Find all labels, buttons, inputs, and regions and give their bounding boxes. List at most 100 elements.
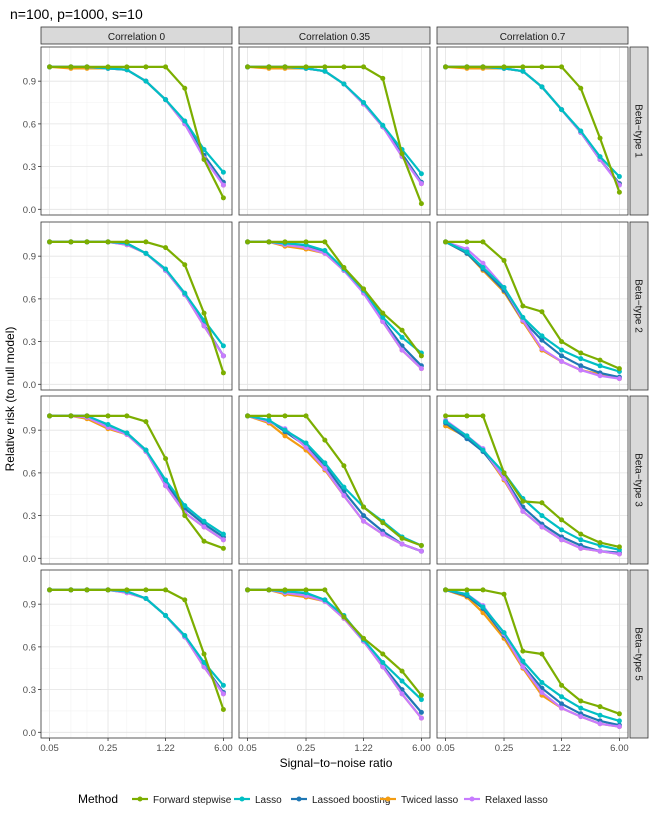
panel-background	[437, 396, 628, 564]
data-point	[201, 660, 207, 666]
data-point	[220, 707, 226, 713]
series-line	[49, 414, 224, 550]
data-point	[361, 286, 367, 292]
data-point	[578, 367, 584, 373]
row-strip-label: Beta−type 3	[633, 453, 644, 507]
legend-key-point	[385, 796, 391, 802]
panel-border	[436, 395, 629, 565]
data-point	[616, 551, 622, 557]
data-point	[303, 587, 309, 593]
data-point	[480, 260, 486, 266]
data-point	[597, 721, 603, 727]
data-point	[399, 347, 405, 353]
row-strip	[629, 221, 649, 391]
data-point	[341, 463, 347, 469]
y-tick-label: 0.6	[23, 119, 36, 130]
data-point	[399, 678, 405, 684]
data-point	[501, 476, 507, 482]
data-point	[163, 483, 169, 489]
data-point	[361, 518, 367, 524]
data-point	[480, 64, 486, 70]
data-point	[322, 239, 328, 245]
data-point	[501, 591, 507, 597]
data-point	[480, 239, 486, 245]
y-tick-label: 0.6	[23, 468, 36, 479]
data-point	[220, 531, 226, 537]
data-point	[84, 239, 90, 245]
series-line	[445, 588, 620, 715]
x-tick-label: 0.05	[436, 743, 455, 754]
y-tick-label: 0.9	[23, 77, 36, 88]
data-point	[443, 587, 449, 593]
row-strip-label: Beta−type 1	[633, 104, 644, 158]
series-line	[247, 240, 423, 357]
data-point	[399, 668, 405, 674]
data-point	[464, 433, 470, 439]
data-point	[143, 587, 149, 593]
data-point	[220, 682, 226, 688]
data-point	[597, 135, 603, 141]
x-tick-label: 6.00	[214, 743, 233, 754]
legend-key-point	[239, 796, 245, 802]
data-point	[361, 513, 367, 519]
data-point	[124, 64, 130, 70]
data-point	[124, 430, 130, 436]
data-point	[380, 122, 386, 128]
panel-background	[239, 222, 430, 390]
data-point	[559, 353, 565, 359]
data-point	[539, 333, 545, 339]
panel-background	[239, 570, 430, 738]
data-point	[539, 689, 545, 695]
column-strip	[40, 26, 233, 45]
legend-label: Lasso	[255, 795, 282, 806]
series-line	[444, 422, 620, 554]
data-point	[578, 363, 584, 369]
data-point	[616, 544, 622, 550]
data-point	[68, 587, 74, 593]
panel	[40, 46, 233, 216]
data-point	[182, 290, 188, 296]
row-strip-label: Beta−type 2	[633, 279, 644, 333]
data-point	[443, 413, 449, 419]
data-point	[418, 171, 424, 177]
data-point	[418, 692, 424, 698]
data-point	[361, 504, 367, 510]
legend-label: Relaxed lasso	[485, 795, 548, 806]
data-point	[559, 527, 565, 533]
data-point	[380, 651, 386, 657]
data-point	[380, 75, 386, 81]
x-tick-label: 1.22	[354, 743, 373, 754]
data-point	[163, 64, 169, 70]
data-point	[464, 413, 470, 419]
panel-border	[436, 569, 629, 739]
data-point	[143, 78, 149, 84]
panel	[436, 46, 629, 216]
data-point	[597, 540, 603, 546]
data-point	[418, 542, 424, 548]
row-strip	[629, 569, 649, 739]
data-point	[282, 427, 288, 433]
series-line	[247, 414, 422, 547]
data-point	[341, 484, 347, 490]
data-point	[245, 64, 251, 70]
data-point	[163, 456, 169, 462]
data-point	[303, 239, 309, 245]
panel-background	[437, 47, 628, 215]
data-point	[480, 587, 486, 593]
data-point	[616, 174, 622, 180]
data-point	[220, 691, 226, 697]
data-point	[322, 466, 328, 472]
legend-key-point	[137, 796, 143, 802]
y-tick-label: 0.0	[23, 728, 36, 739]
data-point	[597, 548, 603, 554]
data-point	[182, 85, 188, 91]
y-tick-label: 0.3	[23, 511, 36, 522]
data-point	[464, 587, 470, 593]
data-point	[520, 314, 526, 320]
legend-title: Method	[78, 792, 118, 806]
data-point	[266, 239, 272, 245]
data-point	[616, 724, 622, 730]
data-point	[559, 517, 565, 523]
data-point	[616, 189, 622, 195]
data-point	[266, 587, 272, 593]
